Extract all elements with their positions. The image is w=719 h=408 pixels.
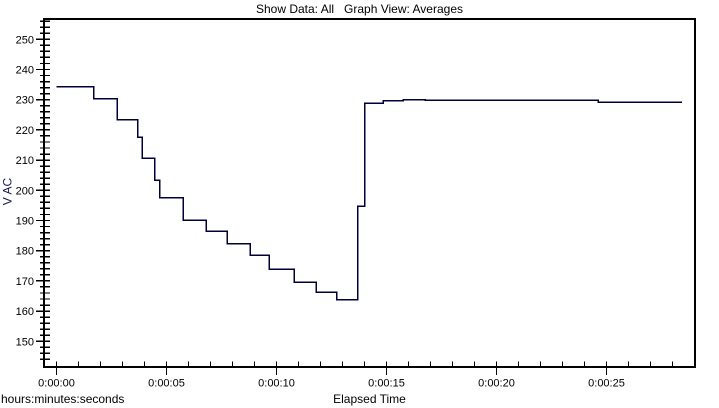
y-tick-label: 220 (16, 125, 34, 137)
y-tick-label: 180 (16, 246, 34, 258)
x-tick-label: 0:00:15 (368, 378, 405, 390)
y-tick-label: 230 (16, 95, 34, 107)
x-tick-label: 0:00:20 (478, 378, 515, 390)
x-tick-label: 0:00:10 (258, 378, 295, 390)
x-tick-label: 0:00:25 (588, 378, 625, 390)
voltage-step-line (56, 85, 682, 301)
x-tick-label: 0:00:00 (38, 378, 75, 390)
y-tick-label: 190 (16, 216, 34, 228)
y-tick-label: 250 (16, 34, 34, 46)
chart-title: Show Data: All Graph View: Averages (255, 2, 463, 16)
plot-frame (43, 18, 696, 368)
y-tick-label: 160 (16, 306, 34, 318)
y-tick-label: 200 (16, 185, 34, 197)
y-tick-label: 170 (16, 276, 34, 288)
x-axis-label: Elapsed Time (333, 392, 406, 406)
y-tick-label: 240 (16, 65, 34, 77)
y-tick-label: 210 (16, 155, 34, 167)
x-axis-unit-label: hours:minutes:seconds (1, 392, 125, 406)
y-tick-label: 150 (16, 336, 34, 348)
x-tick-label: 0:00:05 (148, 378, 185, 390)
